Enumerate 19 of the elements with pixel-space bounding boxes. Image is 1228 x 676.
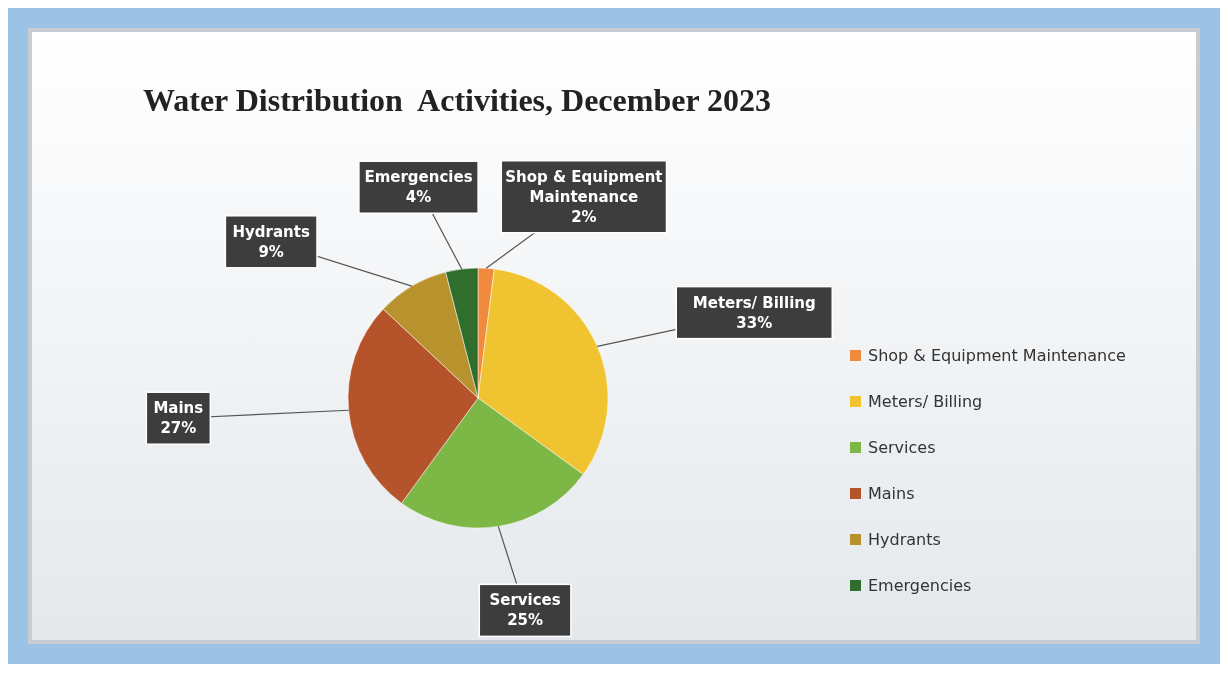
legend-label: Hydrants — [868, 530, 941, 549]
data-label: 9% — [258, 242, 284, 261]
slice-label: Shop & Equipment Maintenance — [505, 167, 663, 206]
data-label: 33% — [736, 313, 773, 332]
slice-label: Hydrants — [232, 222, 310, 241]
legend-label: Mains — [868, 484, 915, 503]
slice-label: Mains — [153, 399, 204, 418]
chart-title: Water Distribution Activities, December 2023 — [143, 82, 772, 118]
data-label: 4% — [405, 188, 432, 207]
slice-label: Meters/ Billing — [692, 293, 816, 312]
legend-label: Emergencies — [868, 576, 972, 595]
data-label: 27% — [160, 419, 197, 438]
legend-label: Shop & Equipment Maintenance — [868, 346, 1126, 365]
data-label: 2% — [571, 207, 597, 226]
data-label: 25% — [507, 611, 544, 630]
slice-label: Emergencies — [364, 168, 473, 187]
slice-label: Services — [489, 591, 561, 610]
legend-label: Services — [868, 438, 936, 457]
legend-label: Meters/ Billing — [868, 392, 983, 411]
